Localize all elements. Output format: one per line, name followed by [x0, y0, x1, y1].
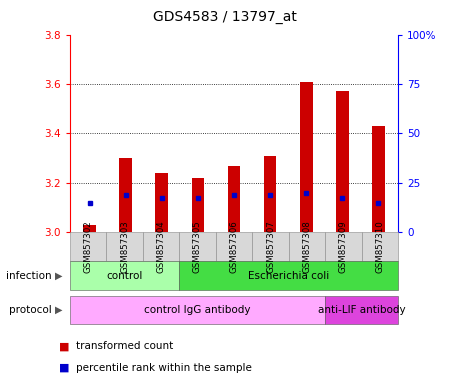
Text: GSM857309: GSM857309 — [339, 220, 348, 273]
Bar — [83, 225, 96, 232]
Text: percentile rank within the sample: percentile rank within the sample — [76, 363, 252, 373]
Bar — [156, 173, 168, 232]
Text: infection: infection — [6, 270, 52, 281]
Bar — [336, 91, 349, 232]
Text: control IgG antibody: control IgG antibody — [144, 305, 251, 315]
Bar — [192, 178, 204, 232]
Bar — [119, 158, 132, 232]
Text: GDS4583 / 13797_at: GDS4583 / 13797_at — [153, 10, 297, 23]
Text: Escherichia coli: Escherichia coli — [248, 270, 329, 281]
Text: GSM857308: GSM857308 — [302, 220, 311, 273]
Text: anti-LIF antibody: anti-LIF antibody — [318, 305, 405, 315]
Text: GSM857303: GSM857303 — [120, 220, 129, 273]
Text: ▶: ▶ — [55, 305, 63, 315]
Text: ■: ■ — [58, 341, 69, 351]
Text: ■: ■ — [58, 363, 69, 373]
Text: GSM857310: GSM857310 — [375, 220, 384, 273]
Text: protocol: protocol — [9, 305, 52, 315]
Text: GSM857305: GSM857305 — [193, 220, 202, 273]
Text: transformed count: transformed count — [76, 341, 174, 351]
Bar — [300, 81, 312, 232]
Text: ▶: ▶ — [55, 270, 63, 281]
Text: GSM857306: GSM857306 — [230, 220, 238, 273]
Text: GSM857304: GSM857304 — [157, 220, 166, 273]
Text: GSM857302: GSM857302 — [84, 220, 93, 273]
Text: GSM857307: GSM857307 — [266, 220, 275, 273]
Text: control: control — [106, 270, 143, 281]
Bar — [264, 156, 276, 232]
Bar — [228, 166, 240, 232]
Bar — [372, 126, 385, 232]
